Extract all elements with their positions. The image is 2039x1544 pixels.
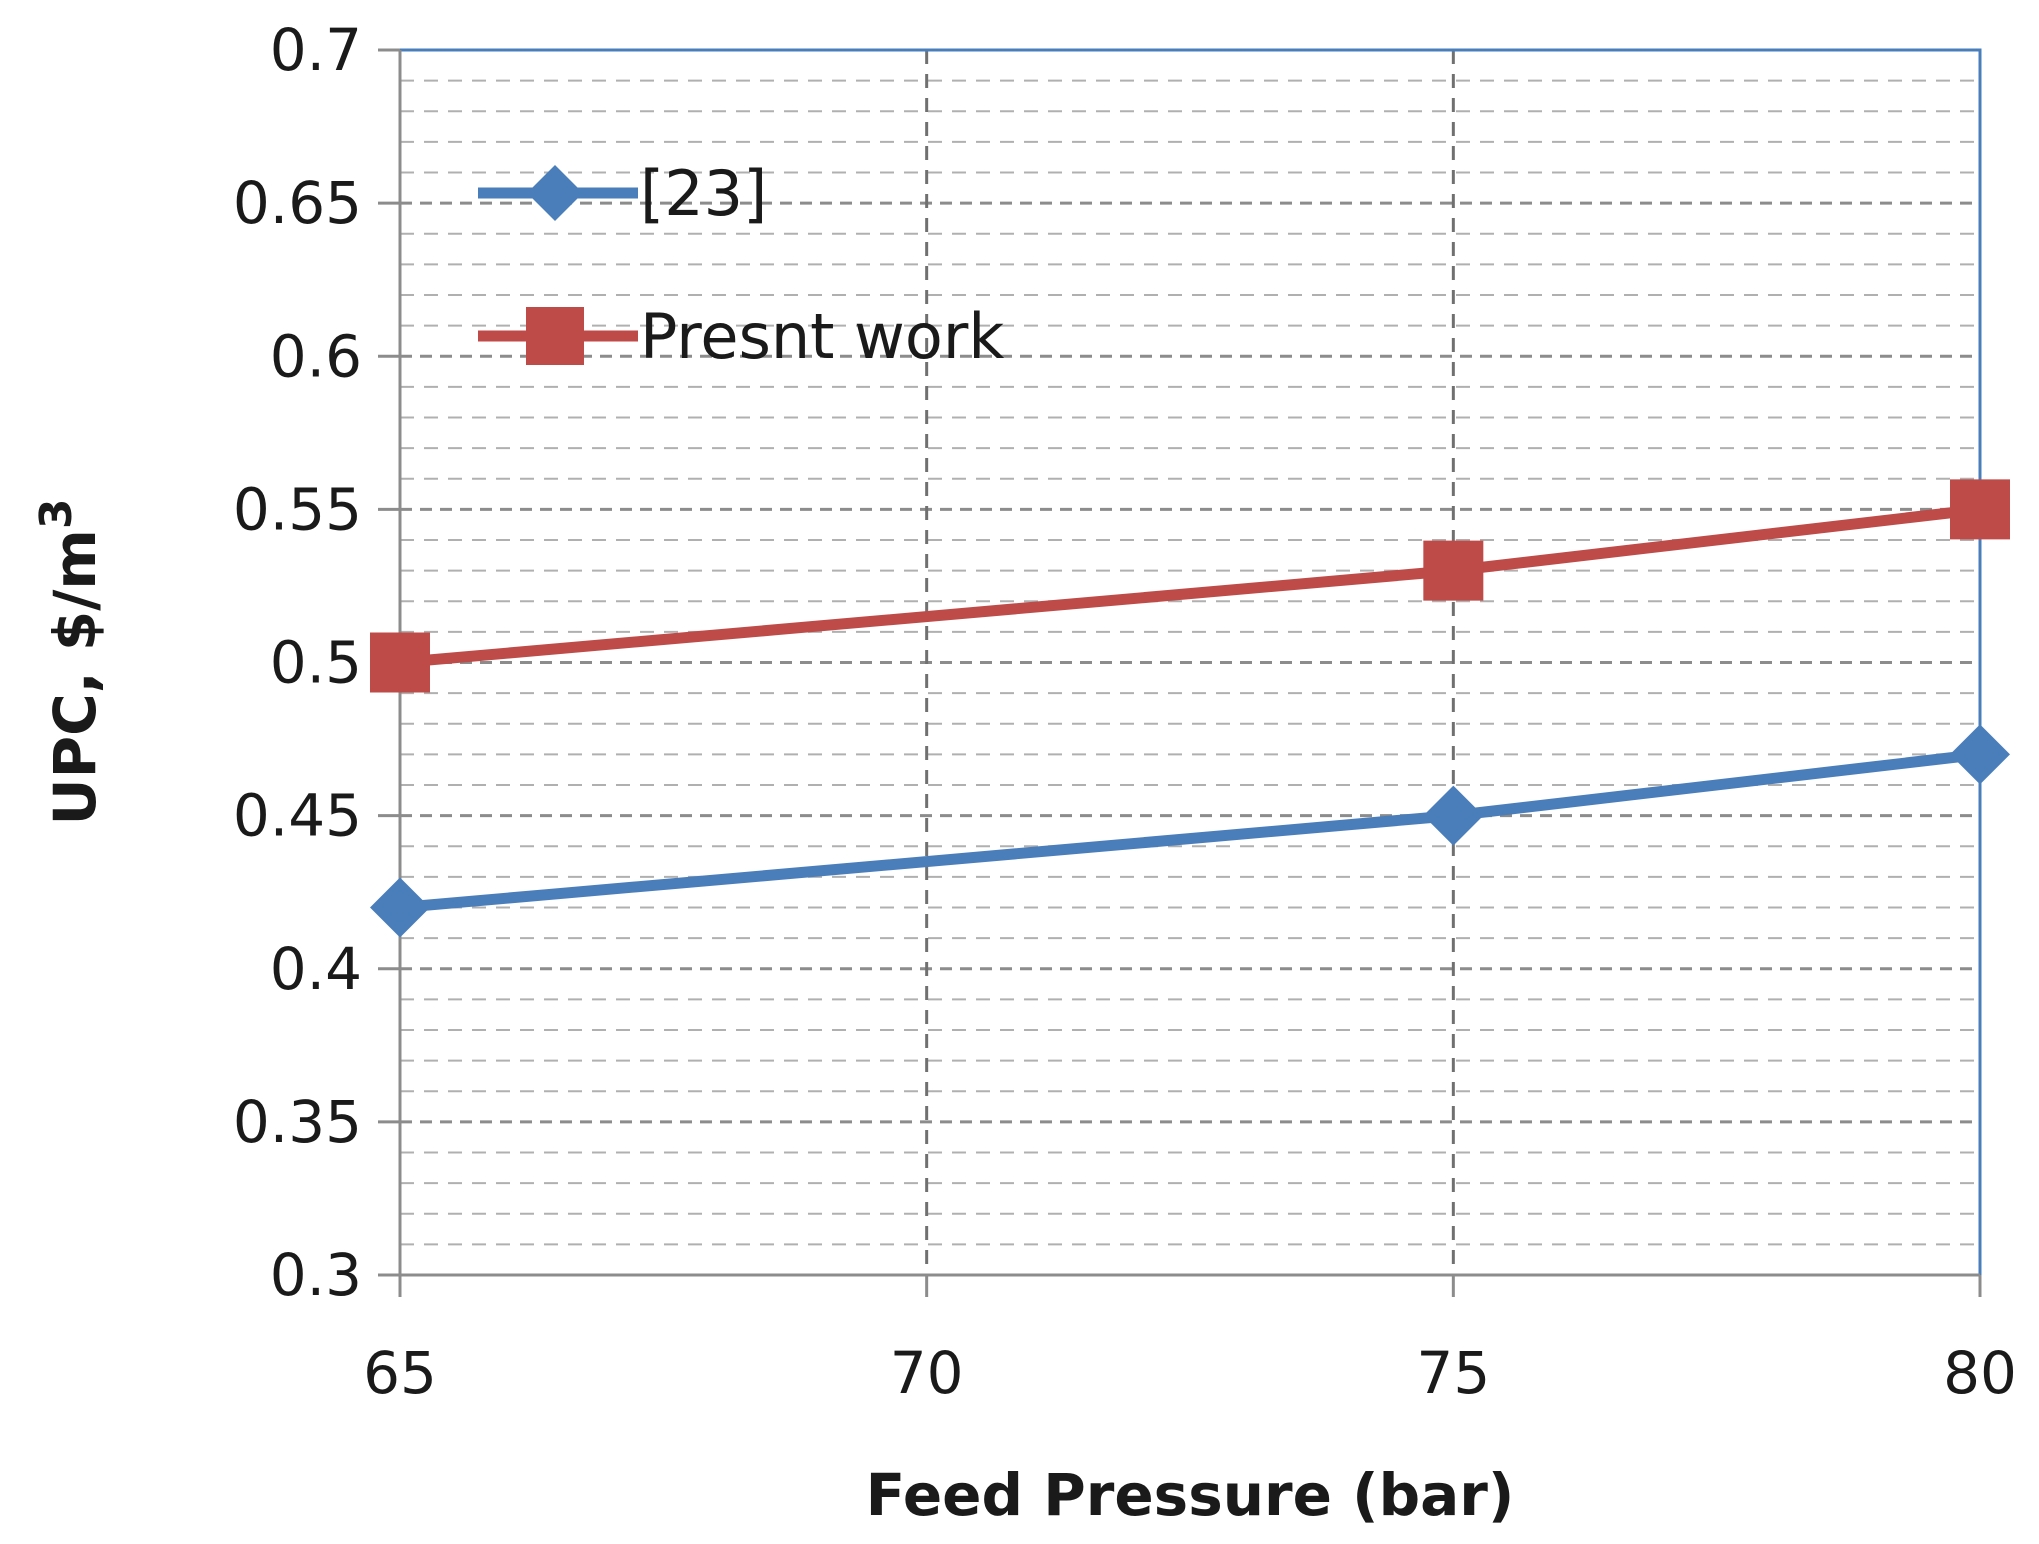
- y-axis-title-text: UPC, $/m: [41, 529, 109, 825]
- data-point-23: [1950, 724, 2010, 785]
- data-point-presnt-work: [1950, 479, 2010, 540]
- legend: [23] Presnt work: [478, 157, 1004, 373]
- x-axis-title: Feed Pressure (bar): [866, 1461, 1515, 1529]
- series-line-23: [399, 748, 1981, 913]
- y-axis-title-superscript: 3: [31, 499, 82, 530]
- y-tick-label: 0.5: [270, 629, 362, 697]
- legend-marker-diamond: [527, 165, 583, 221]
- legend-item-presnt-work: Presnt work: [478, 300, 1004, 373]
- legend-label-presnt-work: Presnt work: [640, 300, 1004, 373]
- x-tick-label: 70: [890, 1339, 964, 1407]
- y-tick-label: 0.7: [270, 16, 362, 84]
- data-point-23: [370, 877, 430, 938]
- x-tick-label: 80: [1943, 1339, 2017, 1407]
- data-point-presnt-work: [1423, 540, 1484, 601]
- data-point-23: [1423, 785, 1484, 846]
- axes: 0.3 0.35 0.4 0.45 0.5 0.55 0.6 0.65 0.7 65 70 75 80: [233, 16, 2017, 1407]
- series: [370, 479, 2010, 938]
- y-tick-label: 0.55: [233, 475, 362, 543]
- y-tick-label: 0.65: [233, 169, 362, 237]
- legend-item-23: [23]: [478, 157, 767, 230]
- grid: [400, 50, 1980, 1275]
- y-tick-label: 0.45: [233, 782, 362, 850]
- y-tick-label: 0.35: [233, 1088, 362, 1156]
- data-point-presnt-work: [370, 632, 430, 693]
- y-tick-label: 0.4: [270, 935, 362, 1003]
- y-axis-title: UPC, $/m3: [31, 499, 109, 826]
- legend-label-23: [23]: [640, 157, 767, 230]
- series-line-presnt-work: [399, 503, 1981, 668]
- legend-marker-square: [526, 307, 584, 365]
- y-tick-label: 0.3: [270, 1241, 362, 1309]
- y-tick-label: 0.6: [270, 322, 362, 390]
- x-tick-label: 75: [1416, 1339, 1490, 1407]
- x-tick-label: 65: [363, 1339, 437, 1407]
